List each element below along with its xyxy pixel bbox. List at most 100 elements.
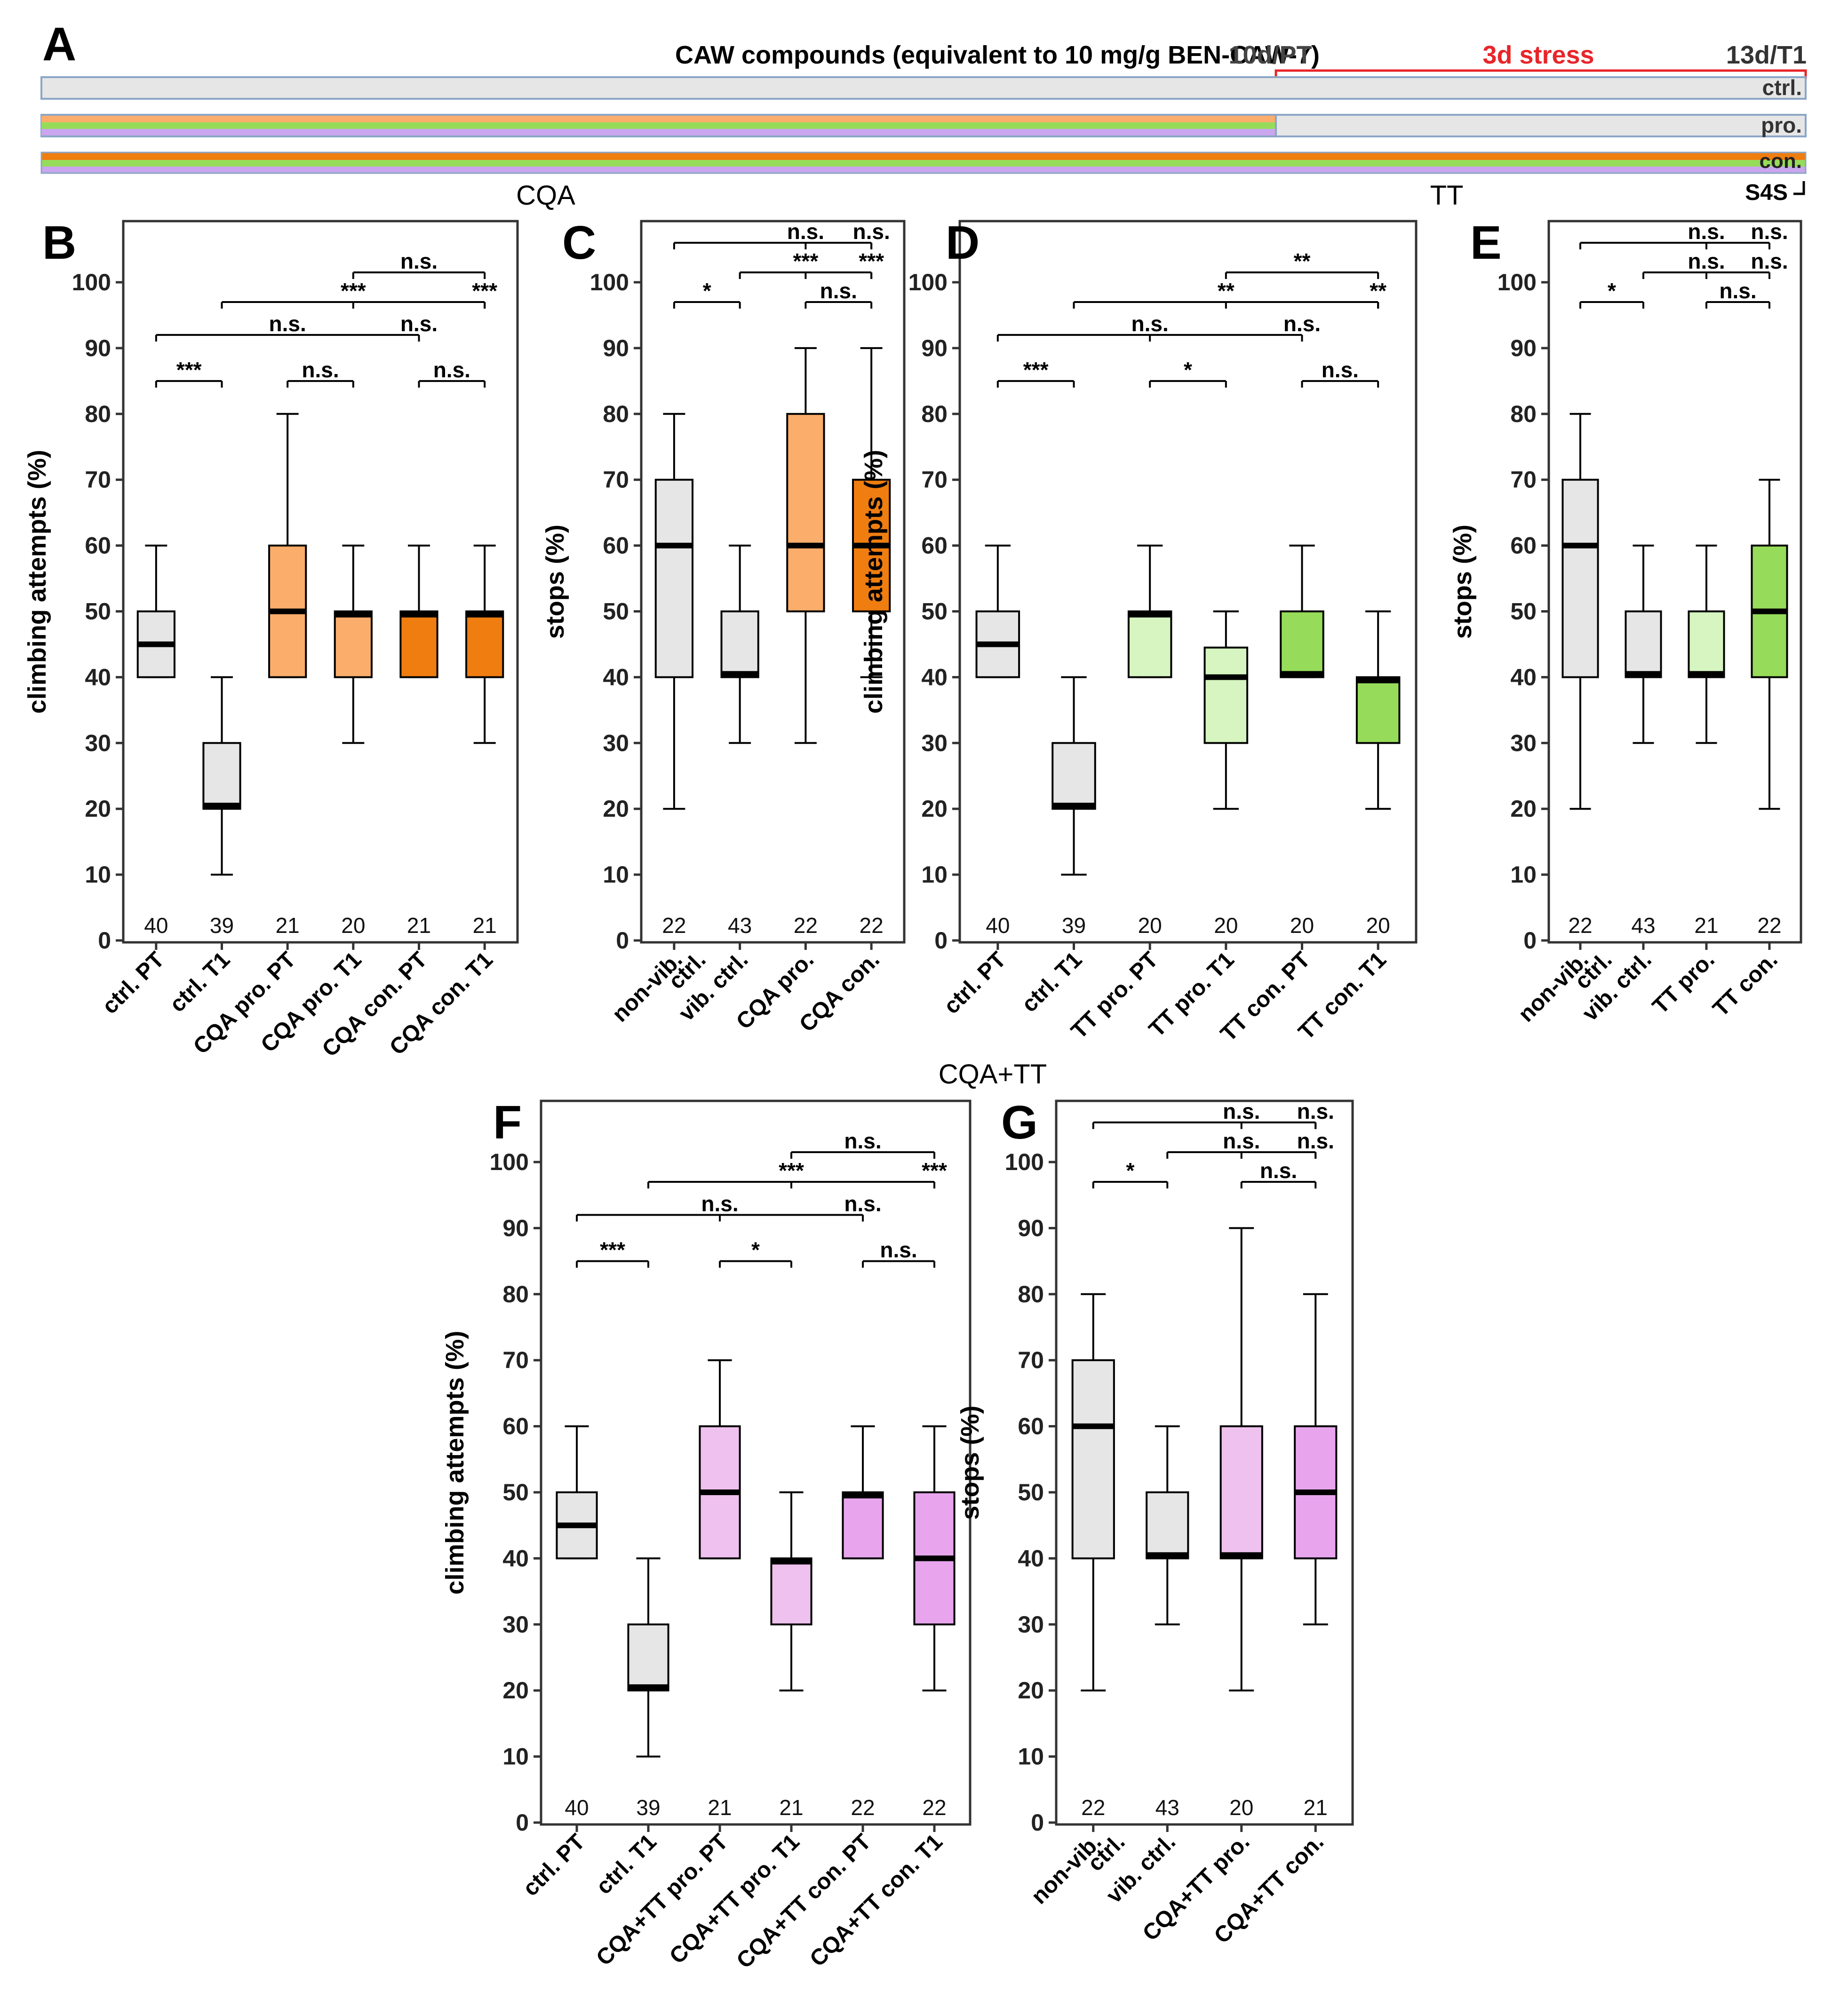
y-tick-label-g: 70	[1018, 1347, 1044, 1373]
significance-label: n.s.	[1131, 311, 1169, 336]
box	[334, 610, 373, 678]
plot-frame-b	[122, 220, 519, 944]
y-tick-label-b: 10	[85, 861, 111, 888]
significance-label: *	[703, 279, 711, 303]
timeline-panel: A CAW compounds (equivalent to 10 mg/g B…	[40, 18, 1807, 1090]
y-tick-label-b: 90	[85, 335, 111, 361]
n-label: 43	[728, 913, 752, 938]
significance-label: *	[751, 1238, 760, 1262]
timeline-row-con-label: con.	[1760, 150, 1802, 173]
significance-label: **	[1218, 279, 1235, 303]
significance-label: ***	[1023, 358, 1049, 382]
y-tick-label-f: 10	[502, 1744, 529, 1770]
y-tick-label-g: 90	[1018, 1215, 1044, 1241]
significance-label: n.s.	[1688, 219, 1725, 244]
y-tick-label-e: 40	[1510, 664, 1537, 690]
y-tick-label-b: 50	[85, 598, 111, 625]
significance-label: n.s.	[1223, 1099, 1260, 1123]
plot-frame-e	[1547, 220, 1802, 944]
box	[1203, 646, 1249, 744]
y-tick-label-f: 80	[502, 1281, 529, 1307]
panel-label-f: F	[493, 1096, 522, 1149]
significance-label: *	[1184, 358, 1192, 382]
panel-label-b: B	[42, 216, 76, 269]
box	[465, 610, 504, 678]
panel-label-e: E	[1470, 216, 1502, 269]
significance-label: ***	[922, 1158, 947, 1183]
box	[1561, 478, 1599, 678]
n-label: 39	[1062, 913, 1086, 938]
y-tick-label-f: 0	[516, 1809, 529, 1836]
box	[770, 1557, 812, 1625]
y-tick-label-b: 100	[72, 269, 111, 295]
y-tick-label-d: 30	[921, 730, 948, 756]
n-label: 20	[1138, 913, 1162, 938]
box	[1219, 1425, 1263, 1560]
significance-label: n.s.	[844, 1191, 881, 1216]
y-tick-label-d: 100	[908, 269, 948, 295]
n-label: 22	[1568, 913, 1592, 938]
n-label: 21	[1304, 1795, 1328, 1820]
significance-label: n.s.	[1297, 1099, 1334, 1123]
n-label: 22	[922, 1795, 946, 1820]
y-axis-label-e: stops (%)	[1449, 525, 1477, 639]
significance-label: n.s.	[1322, 358, 1359, 382]
significance-label: n.s.	[302, 358, 339, 382]
n-label: 21	[708, 1795, 732, 1820]
y-tick-label-e: 90	[1510, 335, 1537, 361]
stress-bracket	[1274, 69, 1807, 79]
y-tick-label-g: 40	[1018, 1545, 1044, 1571]
chart-panel-d: D 0 10 20 30 40 50 60 70 80 90 100 climbing attempts…	[860, 216, 1418, 1046]
significance-label: ***	[600, 1238, 625, 1262]
box	[786, 413, 825, 613]
y-tick-label-f: 40	[502, 1545, 529, 1571]
y-tick-label-c: 100	[590, 269, 629, 295]
x-tick-label: ctrl. PT	[518, 1829, 590, 1901]
y-axis-label-f: climbing attempts (%)	[441, 1330, 469, 1594]
y-tick-label-d: 80	[921, 401, 948, 427]
y-axis-label-b: climbing attempts (%)	[23, 450, 51, 714]
y-tick-label-e: 70	[1510, 467, 1537, 493]
n-label: 39	[636, 1795, 660, 1820]
n-label: 22	[1081, 1795, 1105, 1820]
box	[1071, 1359, 1115, 1560]
significance-label: n.s.	[1283, 311, 1321, 336]
box	[720, 610, 759, 678]
y-tick-label-c: 40	[603, 664, 629, 690]
y-tick-label-f: 50	[502, 1479, 529, 1505]
n-label: 20	[1229, 1795, 1253, 1820]
n-label: 20	[1214, 913, 1238, 938]
y-tick-label-g: 50	[1018, 1479, 1044, 1505]
box	[1051, 742, 1096, 810]
y-axis-label-c: stops (%)	[541, 525, 569, 639]
timeline-title: CAW compounds (equivalent to 10 mg/g BEN…	[675, 41, 1320, 69]
s4s-label: S4S	[1745, 180, 1788, 205]
significance-label: n.s.	[433, 358, 470, 382]
box	[1355, 676, 1401, 744]
panel-label-c: C	[562, 216, 596, 269]
x-tick-label: CQA+TT con. PT	[732, 1829, 876, 1973]
significance-label: n.s.	[1688, 249, 1725, 273]
plot-frame-d	[958, 220, 1418, 944]
y-axis-label-g: stops (%)	[956, 1406, 984, 1520]
n-label: 22	[1757, 913, 1781, 938]
timeline-row-con-stripe-3	[41, 167, 1806, 173]
box	[1146, 1491, 1189, 1560]
timeline-stress-label: 3d stress	[1482, 41, 1594, 69]
group-label-tt: TT	[1430, 180, 1464, 211]
significance-label: n.s.	[269, 311, 306, 336]
x-tick-label: ctrl. PT	[939, 947, 1011, 1019]
y-tick-label-f: 90	[502, 1215, 529, 1241]
y-tick-label-d: 40	[921, 664, 948, 690]
chart-panel-f: F 0 10 20 30 40 50 60 70 80 90 100 climbing attempts…	[441, 1096, 972, 1973]
n-label: 39	[210, 913, 234, 938]
y-tick-label-b: 30	[85, 730, 111, 756]
box	[627, 1623, 669, 1692]
box	[399, 610, 438, 678]
y-tick-label-e: 30	[1510, 730, 1537, 756]
y-tick-label-d: 10	[921, 861, 948, 888]
n-label: 21	[1694, 913, 1718, 938]
